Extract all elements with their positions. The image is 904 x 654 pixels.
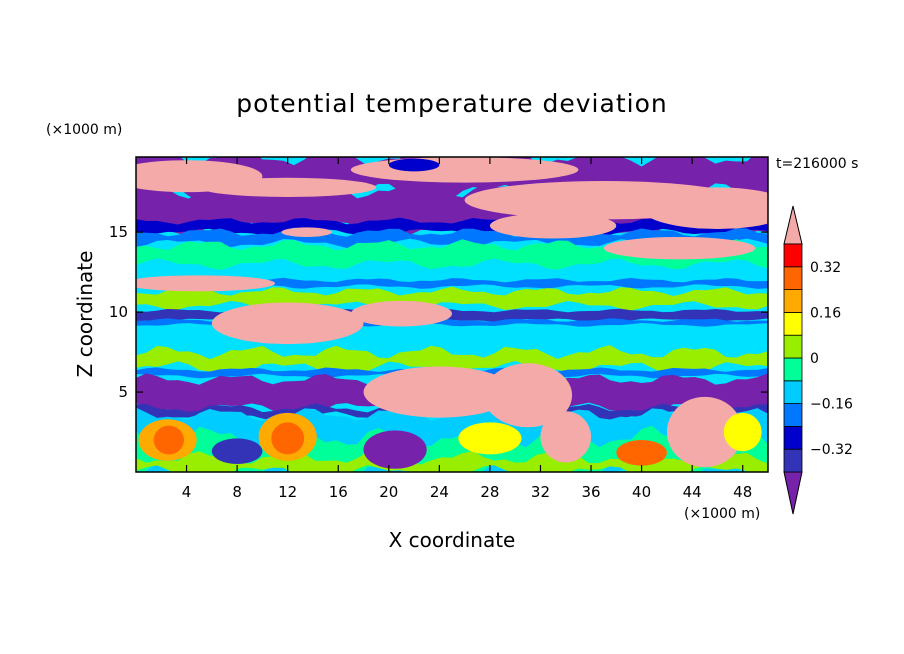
contour-blob — [350, 300, 452, 327]
x-unit-label: (×1000 m) — [684, 506, 760, 522]
x-tick-label: 40 — [632, 483, 651, 501]
colorbar-over-arrow — [783, 205, 803, 245]
colorbar-band — [783, 357, 803, 382]
contour-blob — [153, 425, 185, 455]
contour-blob — [388, 158, 440, 172]
x-tick-label: 24 — [430, 483, 449, 501]
contour-region — [136, 239, 768, 271]
colorbar-band — [783, 311, 803, 336]
y-tick-label: 15 — [109, 223, 128, 241]
y-tick-label: 10 — [109, 303, 128, 321]
contour-blob — [363, 366, 516, 418]
x-tick-label: 28 — [480, 483, 499, 501]
time-label: t=216000 s — [776, 156, 858, 172]
contour-blob — [483, 363, 573, 428]
contour-blob — [489, 212, 617, 239]
colorbar-under-arrow — [783, 471, 803, 515]
contour-region — [136, 277, 768, 289]
colorbar-label: 0.16 — [810, 305, 841, 321]
x-tick-label: 36 — [581, 483, 600, 501]
contour-blob — [458, 422, 522, 455]
contour-blob — [271, 422, 305, 455]
x-axis: 4 8 12 16 20 24 28 32 36 40 44 48 — [182, 157, 752, 501]
contour-blob — [603, 236, 756, 260]
colorbar-band — [783, 266, 803, 290]
y-unit-label: (×1000 m) — [46, 122, 122, 138]
contour-blob — [616, 440, 667, 466]
colorbar-label: 0 — [810, 351, 819, 367]
x-tick-label: 16 — [329, 483, 348, 501]
contour-blob — [281, 227, 332, 237]
chart-title: potential temperature deviation — [236, 89, 667, 118]
contour-blob — [211, 438, 263, 465]
colorbar-band — [783, 380, 803, 404]
contour-blob — [641, 187, 768, 229]
contour-blob — [350, 157, 579, 183]
contour-blob — [199, 177, 377, 197]
colorbar: −0.32 −0.16 0 0.16 0.32 — [783, 205, 853, 515]
plot-area — [136, 157, 768, 472]
contour-blob — [211, 302, 364, 345]
contour-blob — [666, 396, 743, 468]
colorbar-band — [783, 334, 803, 359]
colorbar-band — [783, 243, 803, 268]
colorbar-label: 0.32 — [810, 260, 841, 276]
y-axis-label: Z coordinate — [73, 251, 97, 378]
colorbar-band — [783, 425, 803, 450]
y-tick-label: 5 — [118, 383, 128, 401]
plot-frame — [135, 156, 769, 473]
x-tick-label: 12 — [278, 483, 297, 501]
contour-region — [136, 318, 768, 327]
y-axis: 5 10 15 — [109, 223, 768, 401]
x-tick-label: 44 — [683, 483, 702, 501]
x-tick-label: 48 — [733, 483, 752, 501]
x-tick-label: 20 — [379, 483, 398, 501]
colorbar-band — [783, 289, 803, 313]
x-tick-label: 32 — [531, 483, 550, 501]
contour-region — [136, 345, 768, 376]
contour-blob — [136, 275, 276, 292]
colorbar-band — [783, 448, 803, 473]
contour-blob — [363, 430, 427, 469]
colorbar-label: −0.32 — [810, 442, 853, 458]
contour-blob — [723, 412, 762, 452]
contour-blob — [540, 411, 592, 463]
x-tick-label: 4 — [182, 483, 192, 501]
colorbar-label: −0.16 — [810, 397, 853, 413]
colorbar-band — [783, 403, 803, 427]
x-tick-label: 8 — [232, 483, 242, 501]
x-axis-label: X coordinate — [389, 528, 516, 552]
